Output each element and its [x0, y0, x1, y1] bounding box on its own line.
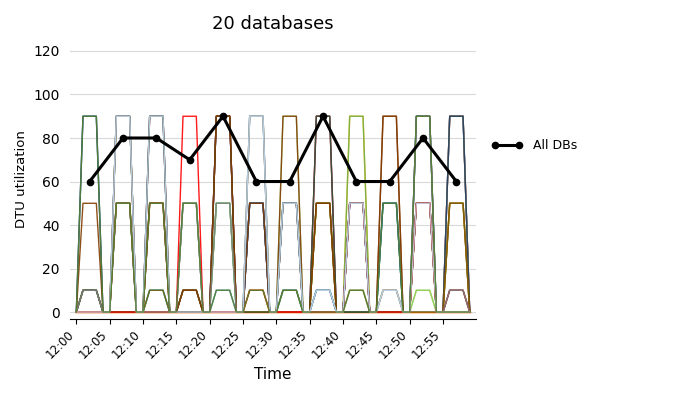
- All DBs: [352, 179, 360, 184]
- All DBs: [319, 114, 327, 119]
- Title: 20 databases: 20 databases: [212, 15, 334, 33]
- All DBs: [152, 136, 160, 141]
- All DBs: [386, 179, 394, 184]
- All DBs: [419, 136, 427, 141]
- Y-axis label: DTU utilization: DTU utilization: [15, 130, 28, 228]
- All DBs: [186, 157, 194, 162]
- All DBs: [452, 179, 460, 184]
- All DBs: [286, 179, 294, 184]
- Legend: All DBs: All DBs: [487, 135, 582, 158]
- X-axis label: Time: Time: [254, 367, 292, 382]
- All DBs: [86, 179, 94, 184]
- Line: All DBs: All DBs: [86, 113, 460, 185]
- All DBs: [219, 114, 227, 119]
- All DBs: [252, 179, 260, 184]
- All DBs: [119, 136, 127, 141]
